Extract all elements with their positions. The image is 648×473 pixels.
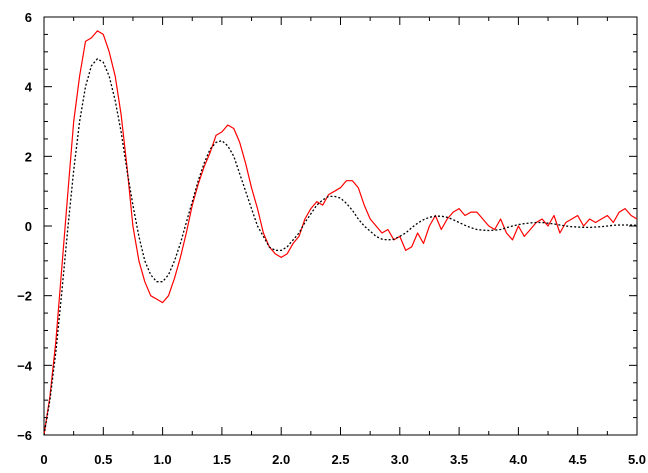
y-tick-label: 4 (25, 80, 33, 95)
x-tick-label: 1.0 (154, 452, 172, 467)
y-tick-label: −4 (17, 358, 33, 373)
x-tick-label: 2.0 (272, 452, 290, 467)
x-tick-label: 3.0 (391, 452, 409, 467)
axis-ticks (43, 16, 638, 436)
y-tick-label: 2 (25, 149, 32, 164)
x-tick-label: 2.5 (331, 452, 349, 467)
y-tick-label: −6 (17, 428, 32, 443)
x-tick-label: 3.5 (450, 452, 468, 467)
x-tick-label: 4.5 (569, 452, 587, 467)
x-tick-label: 0 (40, 452, 47, 467)
y-tick-label: 6 (25, 10, 32, 25)
x-tick-label: 0.5 (94, 452, 112, 467)
tick-labels: 0 0.5 1.0 1.5 2.0 2.5 3.0 3.5 4.0 4.5 5.0 −6 −4 −2 0 2 4… (17, 10, 646, 467)
x-tick-label: 1.5 (213, 452, 231, 467)
dotted-fit-line (43, 58, 638, 436)
noisy-signal-line (43, 30, 638, 436)
x-tick-label: 5.0 (628, 452, 646, 467)
series-lines (43, 30, 638, 436)
y-tick-label: −2 (17, 289, 32, 304)
y-tick-label: 0 (25, 219, 32, 234)
x-tick-label: 4.0 (509, 452, 527, 467)
